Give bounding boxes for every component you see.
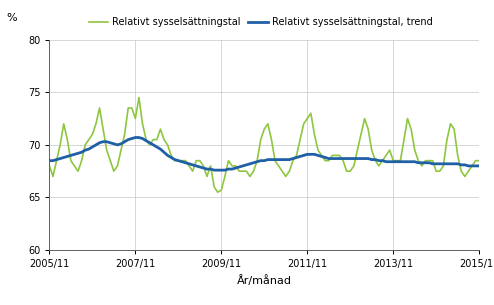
Relativt sysselsättningstal, trend xyxy=(139,137,145,140)
Line: Relativt sysselsättningstal, trend: Relativt sysselsättningstal, trend xyxy=(49,138,494,170)
Relativt sysselsättningstal xyxy=(46,164,52,168)
Relativt sysselsättningstal xyxy=(261,127,267,131)
Relativt sysselsättningstal, trend xyxy=(46,159,52,163)
Relativt sysselsättningstal, trend xyxy=(132,136,138,139)
X-axis label: År/månad: År/månad xyxy=(237,275,292,285)
Relativt sysselsättningstal, trend xyxy=(96,141,103,145)
Relativt sysselsättningstal, trend xyxy=(211,168,217,172)
Relativt sysselsättningstal xyxy=(139,122,145,126)
Relativt sysselsättningstal, trend xyxy=(301,154,307,157)
Text: %: % xyxy=(6,13,17,23)
Relativt sysselsättningstal, trend xyxy=(75,152,81,155)
Relativt sysselsättningstal xyxy=(75,169,81,173)
Legend: Relativt sysselsättningstal, Relativt sysselsättningstal, trend: Relativt sysselsättningstal, Relativt sy… xyxy=(88,17,432,27)
Relativt sysselsättningstal, trend xyxy=(261,159,267,163)
Relativt sysselsättningstal xyxy=(301,122,307,126)
Relativt sysselsättningstal xyxy=(215,190,221,194)
Line: Relativt sysselsättningstal: Relativt sysselsättningstal xyxy=(49,98,494,192)
Relativt sysselsättningstal xyxy=(136,96,142,99)
Relativt sysselsättningstal, trend xyxy=(64,155,70,158)
Relativt sysselsättningstal xyxy=(96,106,103,110)
Relativt sysselsättningstal xyxy=(64,138,70,142)
